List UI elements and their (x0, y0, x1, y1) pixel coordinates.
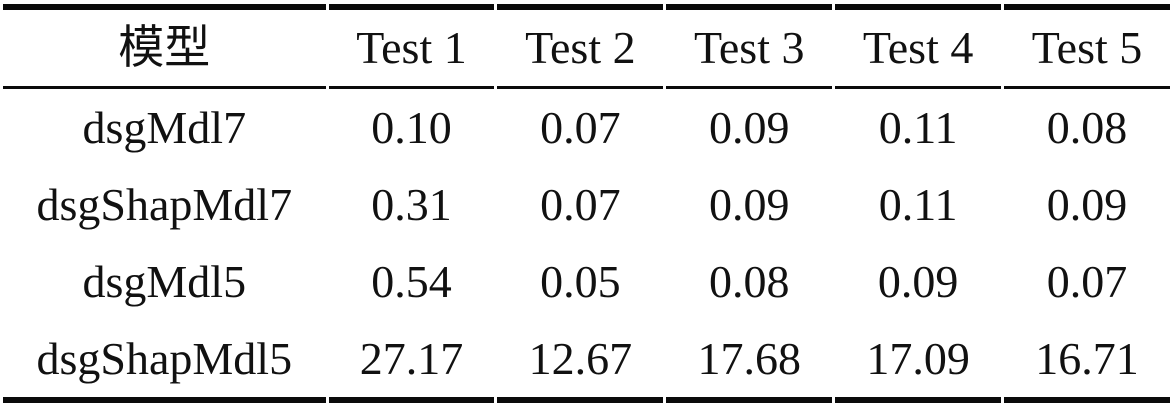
header-cell-model: 模型 (3, 4, 326, 89)
value-cell: 0.09 (1046, 178, 1128, 230)
value-cell: 0.09 (709, 178, 790, 230)
header-cell-test-2: Test 2 (497, 4, 664, 89)
header-cell-test-5: Test 5 (1004, 4, 1170, 89)
results-table: 模型 Test 1 Test 2 Test 3 Test 4 Test 5 ds… (0, 4, 1173, 403)
value-cell: 0.07 (540, 101, 621, 153)
value-cell: 0.09 (709, 101, 790, 153)
header-cell-test-3: Test 3 (666, 4, 833, 89)
value-cell: 0.07 (540, 178, 621, 230)
model-name-cell: dsgMdl7 (82, 101, 247, 153)
value-cell: 0.07 (1046, 255, 1128, 307)
table-row: dsgMdl5 0.54 0.05 0.08 0.09 0.07 (3, 243, 1170, 320)
header-cell-test-1: Test 1 (328, 4, 495, 89)
value-cell: 0.11 (878, 178, 958, 230)
value-cell: 0.09 (877, 255, 959, 307)
table-row: dsgShapMdl5 27.17 12.67 17.68 17.09 16.7… (3, 320, 1170, 403)
value-cell: 12.67 (497, 320, 664, 403)
header-cell-test-4: Test 4 (835, 4, 1002, 89)
value-cell: 27.17 (328, 320, 495, 403)
value-cell: 0.05 (540, 255, 621, 307)
model-name-cell: dsgShapMdl7 (36, 178, 293, 230)
value-cell: 0.54 (371, 255, 452, 307)
value-cell: 0.11 (878, 101, 958, 153)
value-cell: 17.68 (666, 320, 833, 403)
value-cell: 0.08 (1046, 101, 1128, 153)
model-name-cell: dsgMdl5 (82, 255, 247, 307)
value-cell: 0.10 (371, 101, 452, 153)
value-cell: 0.31 (371, 178, 452, 230)
value-cell: 0.08 (709, 255, 790, 307)
value-cell: 16.71 (1004, 320, 1170, 403)
model-name-cell: dsgShapMdl5 (3, 320, 326, 403)
value-cell: 17.09 (835, 320, 1002, 403)
header-row: 模型 Test 1 Test 2 Test 3 Test 4 Test 5 (3, 4, 1170, 89)
table-row: dsgShapMdl7 0.31 0.07 0.09 0.11 0.09 (3, 166, 1170, 243)
table-row: dsgMdl7 0.10 0.07 0.09 0.11 0.08 (3, 89, 1170, 166)
